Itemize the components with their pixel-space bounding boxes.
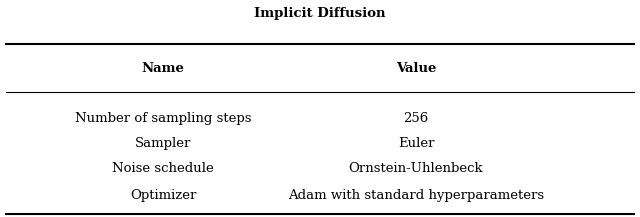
Text: Value: Value [396, 62, 436, 75]
Text: Sampler: Sampler [135, 137, 191, 150]
Text: Adam with standard hyperparameters: Adam with standard hyperparameters [288, 189, 544, 202]
Text: Optimizer: Optimizer [130, 189, 196, 202]
Text: Number of sampling steps: Number of sampling steps [75, 112, 252, 125]
Text: Noise schedule: Noise schedule [113, 162, 214, 175]
Text: Euler: Euler [397, 137, 435, 150]
Text: Implicit Diffusion: Implicit Diffusion [254, 7, 386, 20]
Text: 256: 256 [403, 112, 429, 125]
Text: Name: Name [142, 62, 184, 75]
Text: Ornstein-Uhlenbeck: Ornstein-Uhlenbeck [349, 162, 483, 175]
